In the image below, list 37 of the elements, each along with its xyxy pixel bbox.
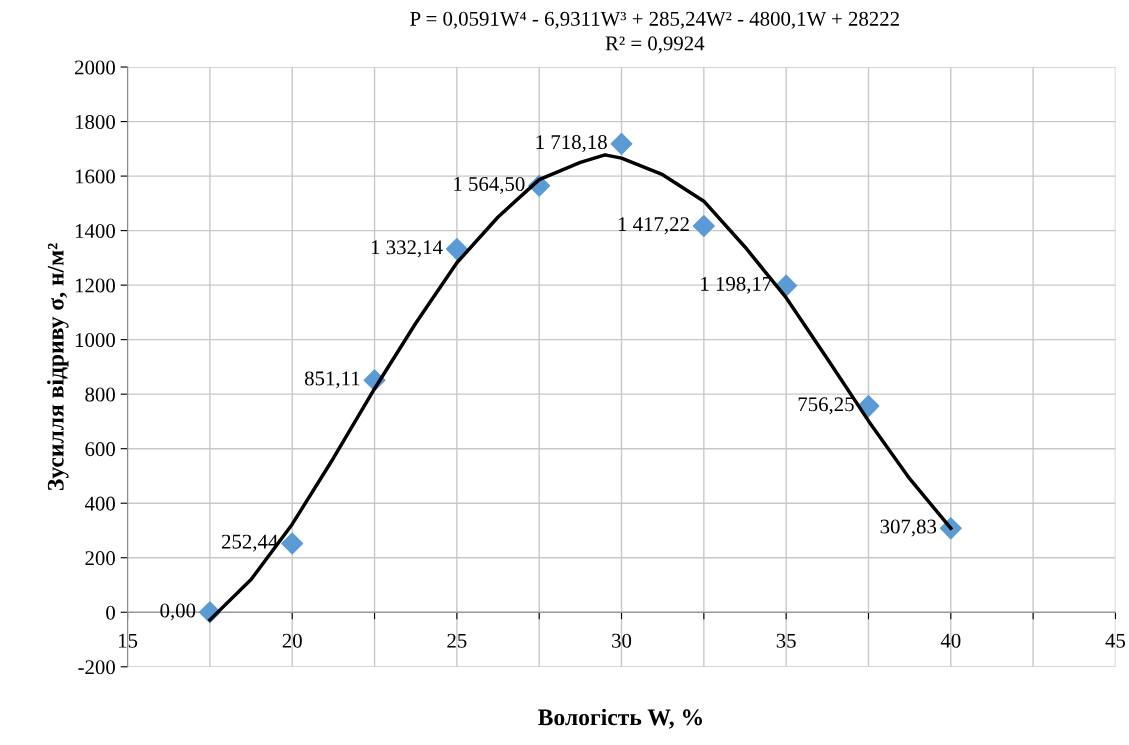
text: R² = 0,9924 (605, 36, 705, 54)
point (610, 132, 633, 155)
y-tick-label: 2000 (75, 60, 115, 75)
y-tick-label: 1200 (75, 278, 115, 293)
point (281, 532, 304, 555)
y-tick-label: 400 (84, 496, 115, 511)
x-tick-label: 20 (282, 633, 302, 648)
y-tick-label: -200 (78, 660, 115, 675)
x-tick-label: 25 (447, 633, 467, 648)
data-label: 307,83 (880, 519, 937, 537)
x-tick-label: 15 (118, 633, 138, 648)
y-tick-label: 1000 (75, 333, 115, 348)
text: P = 0,0591W⁴ - 6,9311W³ + 285,24W² - 4800,1W + 28222 (410, 11, 899, 29)
y-axis-title: Зусилля відриву σ, н/м² (47, 243, 69, 491)
data-label: 1 332,14 (371, 240, 443, 258)
y-tick-label: 600 (85, 442, 115, 457)
y-tick-label: 1600 (75, 169, 115, 184)
x-tick-label: 35 (776, 633, 796, 648)
data-label: 1 198,17 (701, 276, 772, 294)
data-label: 1 718,18 (536, 135, 607, 153)
x-tick-label: 30 (612, 633, 632, 648)
data-label: 0,00 (160, 603, 196, 621)
point (445, 238, 468, 261)
data-label: 756,25 (798, 397, 854, 415)
data-label: 851,11 (304, 371, 360, 389)
x-tick-label: 45 (1105, 633, 1126, 648)
y-tick-label: 0 (106, 605, 115, 620)
x-tick-label: 40 (940, 633, 961, 648)
y-tick-label: 1800 (75, 114, 115, 129)
data-label: 252,44 (221, 534, 279, 552)
data-label: 1 417,22 (618, 217, 689, 235)
point (692, 214, 715, 237)
y-tick-label: 800 (85, 387, 115, 402)
y-tick-label: 200 (85, 551, 115, 566)
data-label: 1 564,50 (454, 176, 525, 194)
y-tick-label: 1400 (75, 223, 115, 239)
x-axis-title: Вологість W, % (538, 708, 702, 729)
